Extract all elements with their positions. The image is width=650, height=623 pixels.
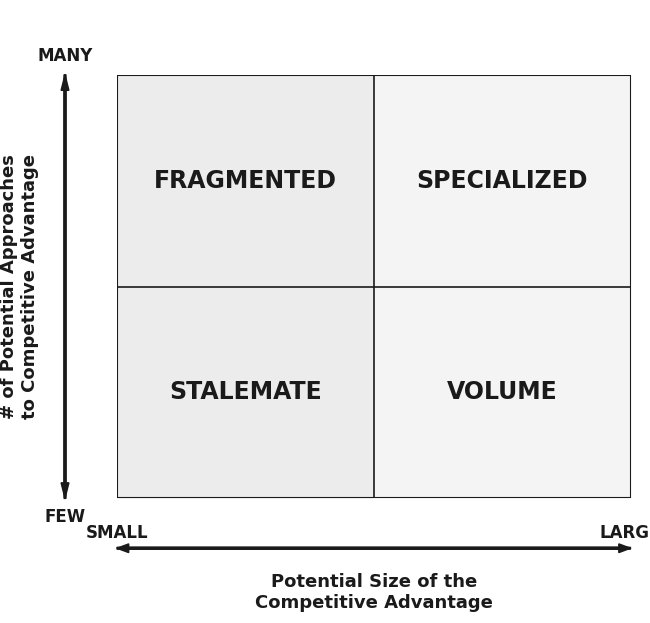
Text: STALEMATE: STALEMATE — [169, 381, 322, 404]
Text: VOLUME: VOLUME — [447, 381, 558, 404]
Text: SPECIALIZED: SPECIALIZED — [417, 169, 588, 193]
Text: SMALL: SMALL — [86, 524, 148, 541]
Text: # of Potential Approaches
to Competitive Advantage: # of Potential Approaches to Competitive… — [0, 154, 39, 419]
Text: MANY: MANY — [37, 47, 93, 65]
Text: FEW: FEW — [44, 508, 86, 526]
Text: LARGE: LARGE — [600, 524, 650, 541]
Text: Potential Size of the
Competitive Advantage: Potential Size of the Competitive Advant… — [255, 573, 493, 612]
Text: FRAGMENTED: FRAGMENTED — [154, 169, 337, 193]
